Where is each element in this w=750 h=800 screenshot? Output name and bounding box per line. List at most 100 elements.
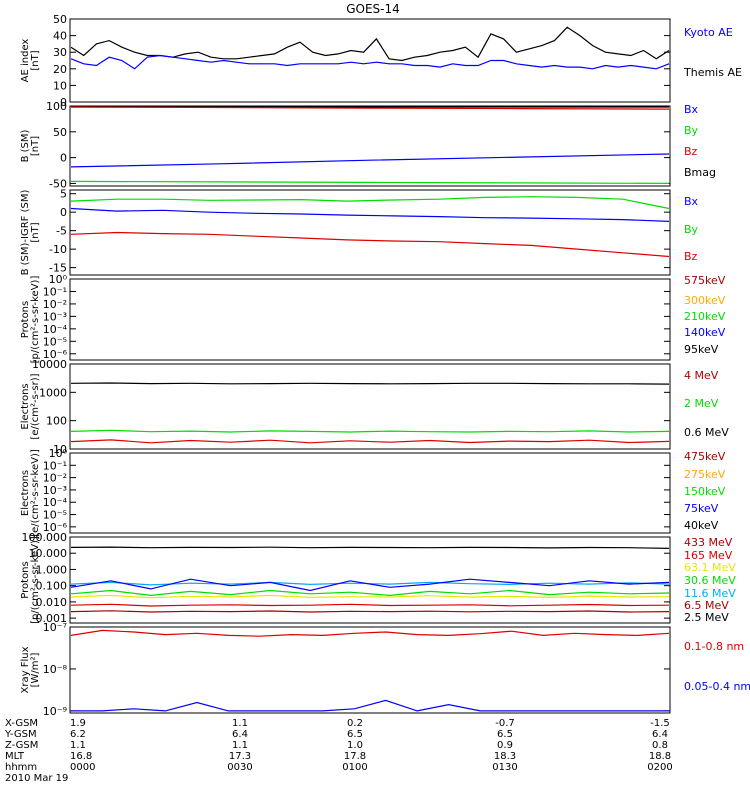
legend-entry: 140keV	[684, 326, 726, 339]
x-axis-value: 0.9	[497, 740, 513, 751]
panel-frame	[69, 626, 671, 714]
y-tick-label: -15	[49, 262, 67, 275]
y-tick-label: 0.001	[36, 612, 68, 625]
series-line	[70, 546, 670, 549]
plot-title: GOES-14	[346, 2, 400, 16]
series-line	[70, 196, 670, 210]
legend-entry: Bx	[684, 103, 699, 116]
y-axis-label: AE index	[20, 39, 31, 83]
panel-frame	[69, 452, 671, 534]
y-tick-label: -10	[49, 243, 67, 256]
legend-entry: 150keV	[684, 485, 726, 498]
y-tick-label: 10	[53, 79, 67, 92]
y-tick-label: 40	[53, 30, 67, 43]
y-tick-label: 30	[53, 46, 67, 59]
y-tick-label: -50	[49, 177, 67, 190]
series-line	[70, 54, 670, 70]
series-line	[70, 610, 670, 613]
series-line	[70, 429, 670, 433]
y-tick-label: 10000	[32, 358, 67, 371]
legend-entry: 30.6 MeV	[684, 574, 736, 587]
y-tick-label: 1000	[39, 386, 67, 399]
legend-entry: 0.05-0.4 nm	[684, 680, 750, 693]
series-line	[70, 207, 670, 222]
panel-frame	[69, 18, 671, 103]
y-tick-label: 10⁻²	[43, 472, 67, 485]
x-axis-value: 0200	[647, 762, 672, 773]
legend-entry: By	[684, 223, 699, 236]
legend-entry: 575keV	[684, 274, 726, 287]
series-line	[70, 153, 670, 168]
legend-entry: Kyoto AE	[684, 26, 733, 39]
legend-entry: 4 MeV	[684, 369, 719, 382]
y-tick-label: 10⁻⁴	[43, 323, 68, 336]
y-axis-label: [p/(cm²-s-sr-keV)]	[30, 536, 41, 624]
legend-entry: 0.1-0.8 nm	[684, 640, 744, 653]
legend-entry: 433 MeV	[684, 536, 733, 549]
y-tick-label: 10⁻¹	[43, 459, 67, 472]
legend-entry: 475keV	[684, 450, 726, 463]
y-axis-label: B (SM)-IGRF (SM)	[20, 190, 31, 276]
y-tick-label: 100.000	[22, 531, 68, 544]
y-tick-label: 20	[53, 63, 67, 76]
x-axis-value: 0100	[342, 762, 367, 773]
y-tick-label: 10⁻¹	[43, 285, 67, 298]
y-axis-label: [e/(cm²-s-sr)]	[30, 373, 41, 439]
y-tick-label: 10.000	[29, 547, 68, 560]
series-line	[71, 699, 669, 712]
x-axis-value: 6.4	[652, 729, 668, 740]
x-axis-value: 18.3	[494, 751, 516, 762]
panel-7: 0.001 0.010 0.100 1.000 10.000 100.000 Protons…	[20, 531, 736, 625]
y-tick-label: 0.010	[36, 596, 68, 609]
legend-entry: 11.6 MeV	[684, 587, 736, 600]
x-axis-value: 6.2	[70, 729, 86, 740]
x-axis-value: 1.1	[70, 740, 86, 751]
date-label: 2010 Mar 19	[5, 773, 68, 784]
y-tick-label: 10	[53, 443, 67, 456]
legend-entry: 75keV	[684, 502, 719, 515]
x-axis-value: 0.8	[652, 740, 668, 751]
series-line	[70, 594, 670, 599]
x-axis-value: -0.7	[495, 718, 515, 729]
x-row-label: hhmm	[5, 762, 37, 773]
x-axis-value: 1.0	[347, 740, 363, 751]
y-tick-label: 10⁻⁵	[43, 509, 67, 522]
legend-entry: By	[684, 124, 699, 137]
y-axis-label: B (SM)	[20, 129, 31, 162]
x-row-label: MLT	[5, 751, 25, 762]
x-row-label: Z-GSM	[5, 740, 38, 751]
y-tick-label: 10⁰	[49, 273, 68, 286]
y-tick-label: 10⁻⁹	[43, 705, 67, 718]
legend-entry: 210keV	[684, 310, 726, 323]
y-tick-label: -5	[56, 225, 67, 238]
legend-entry: Bz	[684, 250, 698, 263]
x-axis-value: 18.8	[649, 751, 671, 762]
panel-frame	[69, 278, 671, 361]
y-tick-label: 5	[60, 188, 67, 201]
panel-frame	[69, 536, 671, 624]
series-line	[70, 382, 670, 385]
series-line	[70, 180, 670, 184]
series-line	[70, 629, 670, 637]
y-axis-label: Electrons	[20, 383, 31, 429]
y-tick-label: 10⁻³	[43, 484, 67, 497]
panel-8: 10⁻⁷ 10⁻⁸ 10⁻⁹ Xray Flux [W/m²] 0.1-0.8 nm 0.0…	[20, 621, 750, 718]
panel-frame	[69, 189, 671, 276]
panel-5: 10 100 1000 10000 Electrons [e/(cm²-s-sr)] 4 M…	[20, 358, 729, 456]
series-line	[70, 578, 670, 592]
y-axis-label: [e/(cm²-s-sr-keV)]	[30, 449, 41, 537]
legend-entry: Themis AE	[683, 66, 742, 79]
y-axis-label: [p/(cm²-s-sr-keV)]	[30, 276, 41, 364]
x-axis-value: 17.3	[229, 751, 251, 762]
x-axis-value: 17.8	[344, 751, 366, 762]
legend-entry: 300keV	[684, 294, 726, 307]
x-axis-value: 6.5	[497, 729, 513, 740]
y-axis-label: [nT]	[30, 136, 41, 156]
series-line	[70, 589, 670, 597]
x-axis-value: 1.9	[70, 718, 86, 729]
y-tick-label: 10⁻³	[43, 310, 67, 323]
legend-entry: Bz	[684, 145, 698, 158]
y-tick-label: 10⁻⁷	[43, 621, 67, 634]
